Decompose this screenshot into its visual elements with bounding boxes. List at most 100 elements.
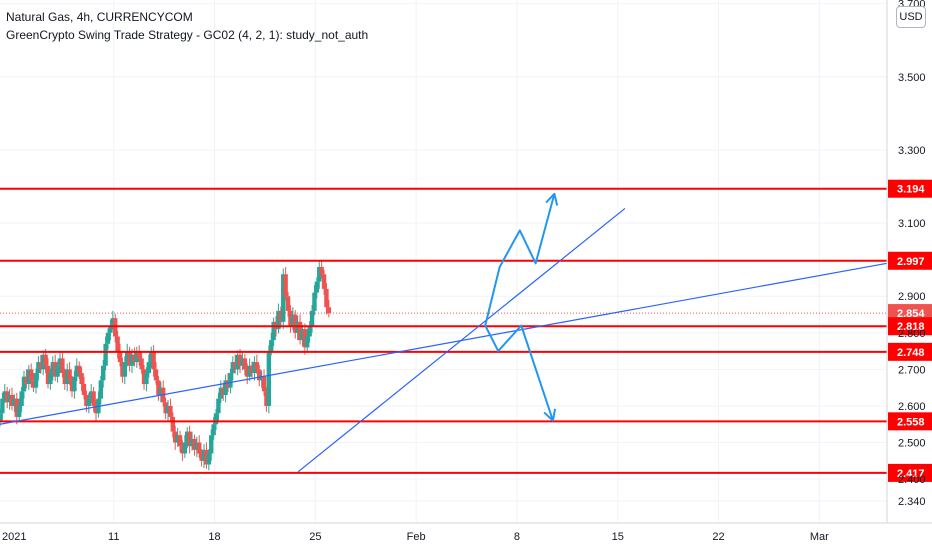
projection-path [484, 324, 554, 421]
projection-up-arrow[interactable] [484, 192, 559, 326]
candle [67, 362, 72, 385]
symbol-title: Natural Gas, 4h, CURRENCYCOM [6, 10, 193, 24]
candle [17, 398, 22, 422]
candle [113, 313, 118, 343]
level-label: 2.997 [897, 256, 925, 268]
price-tick-label: 2.500 [898, 438, 926, 450]
candle-body [60, 358, 65, 374]
candle-body [288, 310, 293, 326]
candle-body [144, 373, 149, 385]
candle [288, 305, 293, 333]
candle [266, 345, 272, 414]
candle-body [213, 413, 219, 425]
candle [151, 345, 156, 377]
candle-body [314, 281, 320, 293]
candle-body [38, 362, 44, 370]
time-tick-label: 22 [712, 531, 724, 543]
candle [163, 397, 168, 420]
candle [283, 266, 288, 301]
candle-body [326, 307, 332, 314]
candle-body [180, 446, 185, 454]
level-label-bg [888, 317, 932, 336]
candle-body [50, 362, 56, 374]
candle-body [261, 376, 267, 392]
candle-body [158, 387, 164, 395]
candle-body [67, 369, 72, 381]
candle [103, 336, 108, 371]
candle [168, 398, 173, 422]
candle-body [127, 351, 132, 366]
candle-body [249, 365, 255, 374]
level-label-bg [888, 463, 932, 482]
candle [81, 376, 87, 400]
candle-body [254, 362, 260, 370]
time-tick-label: 11 [108, 531, 119, 543]
candle [189, 431, 195, 451]
candle-body [165, 405, 171, 414]
candle-body [309, 310, 315, 326]
candle [305, 329, 310, 352]
candle-body [120, 362, 125, 377]
candle [132, 347, 137, 367]
candle [240, 351, 245, 371]
candle-body [125, 351, 130, 363]
candle-body [312, 292, 317, 311]
candle [264, 386, 269, 412]
candle-body [151, 351, 156, 370]
candle-body [141, 369, 147, 385]
projection-arrows[interactable] [484, 192, 559, 422]
candle-body [271, 321, 276, 341]
candle [62, 368, 68, 390]
candle [41, 350, 46, 376]
candle [300, 324, 305, 346]
candle [137, 345, 142, 366]
candle-body [48, 373, 53, 385]
candle [149, 346, 154, 368]
candle-body [206, 453, 212, 465]
trend-lines[interactable] [0, 208, 888, 473]
candle-body [0, 413, 3, 421]
currency-button[interactable]: USD [896, 6, 926, 28]
trend-line[interactable] [297, 208, 626, 473]
candle [33, 368, 39, 394]
candle-body [24, 376, 29, 385]
candle [105, 328, 111, 350]
candle [295, 315, 300, 341]
candle [254, 354, 260, 374]
candle [242, 354, 248, 376]
candle [38, 354, 44, 374]
candle-body [223, 380, 228, 395]
study-title: GreenCrypto Swing Trade Strategy - GC02 … [6, 28, 369, 42]
trend-line[interactable] [0, 262, 888, 425]
candle [93, 400, 99, 421]
candle [141, 365, 147, 390]
level-label: 2.818 [897, 321, 925, 333]
candle [53, 354, 58, 382]
candle [24, 369, 29, 389]
candle [319, 259, 324, 279]
time-tick-label: 2021 [2, 531, 26, 543]
candle [43, 348, 48, 374]
candle-body [240, 358, 245, 366]
candle-body [278, 310, 284, 322]
candle-body [134, 351, 140, 363]
candle-body [115, 336, 120, 352]
candle [65, 363, 70, 392]
level-label: 2.417 [897, 468, 925, 480]
candle-body [209, 435, 214, 454]
candle-body [175, 435, 180, 443]
time-axis[interactable]: 2021 11 18 25 Feb 8 15 22 Mar [2, 531, 829, 543]
candle [204, 442, 209, 469]
candle-body [290, 314, 296, 326]
candle-body [62, 373, 68, 385]
candle-body [2, 391, 8, 399]
candle [230, 356, 236, 381]
candle-body [72, 376, 77, 392]
candle [156, 375, 161, 401]
price-axis[interactable]: 2.340 2.400 2.500 2.600 2.700 2.800 2.900 3.100… [898, 0, 926, 508]
candle [31, 373, 36, 393]
projection-down-arrow[interactable] [484, 324, 557, 422]
candle [55, 361, 60, 383]
